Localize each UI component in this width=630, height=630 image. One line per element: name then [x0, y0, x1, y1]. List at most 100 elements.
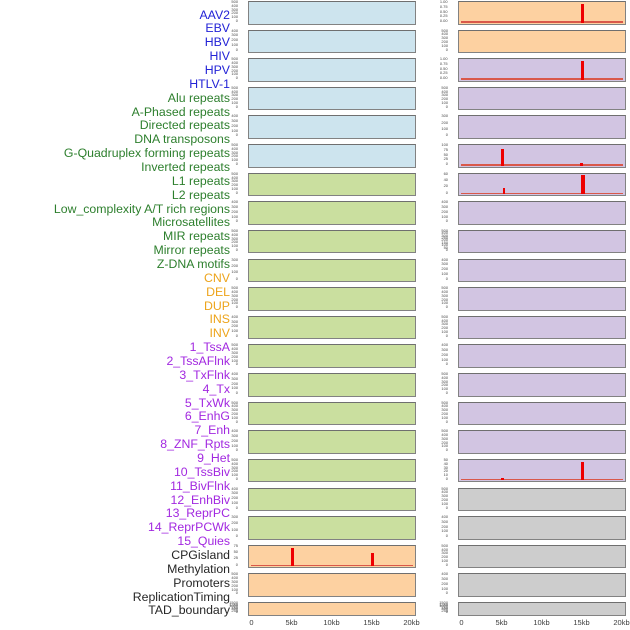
feature-label-12-enhbiv: 12_EnhBiv — [170, 492, 230, 507]
y-tick-label: 300 — [231, 64, 238, 69]
signal-baseline-cnv — [251, 564, 413, 567]
y-tick-label: 500 — [231, 228, 238, 233]
track-panel-ins — [458, 1, 626, 25]
y-tick-label: 100 — [441, 43, 448, 48]
y-tick-label: 400 — [231, 371, 238, 377]
track-panel-cpgisland — [458, 487, 626, 512]
y-tick-label: 400 — [441, 489, 448, 495]
track-panel-directed-repeats — [248, 229, 416, 254]
y-tick-label: 0 — [445, 562, 448, 567]
y-tick-label: 200 — [441, 297, 448, 302]
y-tick-label: 200 — [231, 182, 238, 188]
feature-label-3-txflnk: 3_TxFlnk — [179, 367, 230, 382]
y-tick-label: 500 — [231, 571, 238, 577]
y-axis-ticks-9-het: 500 400 300 200 100 0 — [429, 286, 456, 312]
y-tick-label: 300 — [231, 514, 238, 520]
y-axis-ticks-15-quies: 50 40 30 20 10 0 — [429, 458, 456, 484]
y-axis-ticks-alu-repeats: 500 400 300 200 100 0 — [219, 171, 246, 198]
y-tick-label: 40 — [443, 177, 448, 183]
y-tick-label: 400 — [441, 257, 448, 262]
y-tick-label: 0 — [445, 361, 448, 367]
signal-spike-5-txwk-5.2kb — [502, 187, 506, 195]
y-tick-label: 400 — [441, 31, 448, 37]
y-tick-label: 60 — [443, 171, 448, 176]
y-axis-ticks-11-bivflnk: 400 300 200 100 0 — [429, 343, 456, 369]
y-tick-label: 500 — [231, 606, 238, 611]
y-tick-label: 0 — [235, 161, 238, 167]
y-axis-ticks-low-complexity-a-t-rich-regions: 500 400 300 200 100 0 — [219, 400, 246, 427]
y-tick-label: 100 — [231, 14, 238, 20]
y-tick-label: 200 — [231, 495, 238, 500]
y-tick-label: 200 — [441, 325, 448, 331]
y-tick-label: 200 — [231, 354, 238, 359]
y-tick-label: 400 — [231, 3, 238, 8]
y-tick-label: 0 — [445, 390, 448, 396]
y-tick-label: 0 — [235, 218, 238, 224]
track-panel-dup — [248, 602, 416, 616]
track-panel-14-reprpcwk — [458, 430, 626, 454]
signal-spike-5-txwk-15kb — [581, 175, 585, 195]
track-panel-hbv — [248, 58, 416, 82]
y-axis-ticks-dna-transposons: 300 200 100 0 — [219, 257, 246, 284]
feature-label-14-reprpcwk: 14_ReprPCWk — [147, 520, 230, 535]
left-x-axis: 0 5kb 10kb 15kb 20kb — [0, 618, 630, 630]
signal-spike-4-tx-5kb — [501, 148, 504, 166]
y-tick-label: 300 — [231, 204, 238, 210]
track-panel-11-bivflnk — [458, 344, 626, 368]
signal-spike-4-tx-14.9kb — [580, 163, 584, 166]
y-tick-label: 0 — [235, 333, 238, 338]
y-tick-label: 200 — [441, 266, 448, 272]
y-tick-label: 150 — [441, 240, 448, 245]
y-tick-label: 0 — [235, 104, 238, 109]
y-tick-label: 0.25 — [440, 71, 448, 76]
feature-label-inv: INV — [209, 326, 231, 341]
y-tick-label: 300 — [231, 293, 238, 298]
y-tick-label: 300 — [441, 204, 448, 210]
y-tick-label: 1250 — [229, 602, 238, 607]
y-tick-label: 200 — [441, 554, 448, 560]
y-tick-label: 300 — [231, 465, 238, 470]
track-panel-l2-repeats — [248, 373, 416, 397]
feature-label-13-reprpc: 13_ReprPC — [165, 506, 230, 521]
y-tick-label: 0 — [445, 609, 448, 614]
y-axis-ticks-tad-boundary: 1500 1250 1000 750 500 250 0 — [429, 601, 456, 617]
y-tick-label: 100 — [231, 415, 238, 420]
y-tick-label: 400 — [231, 461, 238, 466]
y-tick-label: 400 — [441, 318, 448, 323]
feature-label-z-dna-motifs: Z-DNA motifs — [156, 256, 230, 271]
y-tick-label: 300 — [441, 379, 448, 384]
signal-baseline-15-quies — [461, 478, 623, 481]
y-axis-ticks-2-tssaflnk: 500 400 300 200 100 0 — [429, 86, 456, 112]
y-axis-ticks-8-znf-rpts: 400 300 200 100 0 — [429, 257, 456, 284]
y-tick-label: 500 — [441, 486, 448, 491]
feature-label-cpgisland: CPGisland — [171, 548, 230, 563]
y-axis-ticks-inv: 500 400 300 200 100 0 — [429, 28, 456, 55]
track-panel-4-tx — [458, 144, 626, 168]
y-tick-label: 500 — [231, 85, 238, 90]
y-axis-ticks-replicationtiming: 400 300 200 100 0 — [429, 572, 456, 598]
y-tick-label: 50 — [443, 457, 448, 462]
track-panel-3-txflnk — [458, 115, 626, 139]
y-tick-label: 400 — [231, 199, 238, 205]
y-tick-label: 0 — [235, 304, 238, 310]
y-tick-label: 300 — [441, 35, 448, 41]
y-tick-label: 400 — [231, 486, 238, 491]
y-tick-label: 0 — [235, 590, 238, 596]
track-panel-12-enhbiv — [458, 373, 626, 397]
y-axis-ticks-hpv: 400 300 200 100 0 — [219, 114, 246, 140]
signal-baseline-1-tssa — [461, 78, 623, 80]
feature-label-column: AAV2 EBV HBV HIV HPV HTLV-1 Alu repeats A-Phase… — [0, 0, 231, 630]
y-axis-ticks-dup: 1500 1250 1000 750 500 250 0 — [219, 601, 246, 617]
y-tick-label: 100 — [231, 214, 238, 219]
y-tick-label: 500 — [441, 314, 448, 319]
y-axis-ticks-promoters: 500 400 300 200 100 0 — [429, 544, 456, 570]
track-panel-z-dna-motifs — [248, 516, 416, 540]
y-axis-ticks-aav2: 500 400 300 200 100 0 — [219, 0, 246, 26]
feature-label-directed-repeats: Directed repeats — [139, 118, 230, 133]
y-tick-label: 0 — [235, 609, 238, 614]
y-tick-label: 200 — [441, 96, 448, 102]
y-tick-label: 0 — [445, 47, 448, 52]
y-tick-label: 200 — [231, 323, 238, 329]
y-tick-label: 500 — [441, 400, 448, 405]
y-tick-label: 500 — [231, 0, 238, 4]
